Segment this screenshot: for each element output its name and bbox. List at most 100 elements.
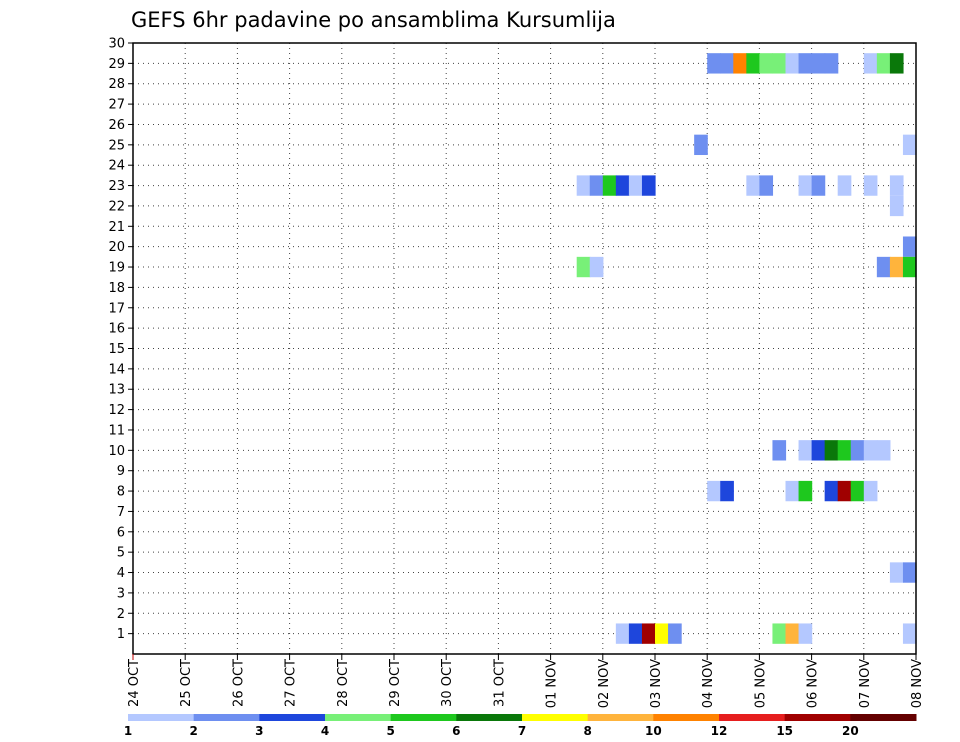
legend-swatch (587, 714, 654, 721)
y-tick-label: 28 (108, 77, 125, 92)
x-tick-label: 03 NOV (649, 659, 664, 708)
y-tick-label: 9 (117, 464, 125, 479)
heatmap-cell (785, 480, 800, 502)
y-tick-label: 20 (108, 240, 125, 255)
heatmap-cell (811, 175, 826, 196)
x-tick-label: 24 OCT (127, 659, 142, 707)
heatmap-cell (798, 623, 813, 644)
heatmap-cell (772, 53, 787, 74)
legend-label: 3 (255, 724, 263, 738)
heatmap-cell (902, 256, 917, 278)
heatmap-cell (889, 53, 904, 74)
heatmap-cell (798, 175, 813, 196)
y-tick-label: 4 (117, 566, 125, 581)
heatmap-cell (733, 53, 747, 74)
heatmap-cell (628, 623, 643, 644)
y-tick-label: 1 (117, 627, 125, 642)
heatmap-cell (772, 623, 787, 644)
y-tick-label: 6 (117, 525, 125, 540)
heatmap-cell (811, 440, 826, 461)
heatmap-cell (615, 623, 630, 644)
y-tick-label: 11 (108, 423, 125, 438)
y-tick-label: 21 (108, 220, 125, 235)
x-tick-label: 07 NOV (858, 659, 873, 708)
x-tick-label: 31 OCT (492, 659, 507, 707)
legend-swatch (784, 714, 851, 721)
legend-label: 1 (124, 724, 132, 738)
heatmap-cell (746, 53, 760, 74)
y-tick-label: 13 (108, 383, 125, 398)
heatmap-cell (850, 440, 865, 461)
heatmap-cell (641, 623, 656, 644)
y-tick-label: 24 (108, 159, 125, 174)
heatmap-cell (889, 256, 904, 278)
x-axis: 24 OCT 25 OCT 26 OCT 27 OCT 28 OCT 29 OCT 30 O… (127, 654, 925, 708)
legend-label: 2 (189, 724, 197, 738)
heatmap-cell (902, 623, 917, 644)
y-tick-label: 14 (108, 362, 125, 377)
y-axis: 1234567891011121314151617181920212223242… (108, 37, 133, 642)
y-tick-label: 12 (108, 403, 125, 418)
heatmap-cell (772, 440, 787, 461)
heatmap-cell (641, 175, 656, 196)
heatmap-cell (589, 175, 604, 196)
heatmap-cell (876, 53, 891, 74)
heatmap-cell (615, 175, 630, 196)
heatmap-cells (576, 53, 917, 644)
heatmap-cell (707, 480, 721, 502)
y-tick-label: 26 (108, 118, 125, 133)
legend-label: 6 (452, 724, 460, 738)
heatmap-cell (694, 134, 708, 156)
x-tick-label: 26 OCT (231, 659, 246, 707)
x-tick-label: 28 OCT (336, 659, 351, 707)
x-tick-label: 01 NOV (545, 659, 560, 708)
heatmap-cell (863, 480, 878, 502)
heatmap-cell (889, 562, 904, 583)
x-tick-label: 02 NOV (597, 659, 612, 708)
heatmap-cell (824, 480, 839, 502)
heatmap-cell (785, 53, 800, 74)
x-tick-label: 30 OCT (440, 659, 455, 707)
legend-label: 15 (776, 724, 793, 738)
heatmap-cell (876, 256, 891, 278)
y-tick-label: 15 (108, 342, 125, 357)
legend-swatch (456, 714, 523, 721)
heatmap-cell (824, 440, 839, 461)
heatmap-cell (576, 256, 591, 278)
legend-label: 7 (518, 724, 526, 738)
heatmap-cell (863, 440, 878, 461)
heatmap-cell (876, 440, 891, 461)
legend-swatch (193, 714, 260, 721)
legend-swatch (522, 714, 589, 721)
heatmap-cell (889, 175, 904, 196)
legend-swatch (653, 714, 720, 721)
legend-swatch (719, 714, 786, 721)
chart-title: GEFS 6hr padavine po ansamblima Kursumli… (131, 8, 616, 32)
legend-swatch (325, 714, 392, 721)
legend-label: 8 (583, 724, 591, 738)
y-tick-label: 29 (108, 57, 125, 72)
heatmap-cell (576, 175, 591, 196)
y-tick-label: 17 (108, 301, 125, 316)
y-tick-label: 30 (108, 37, 125, 52)
heatmap-cell (720, 53, 734, 74)
legend-label: 5 (386, 724, 394, 738)
heatmap-cell (602, 175, 617, 196)
legend-swatch (128, 714, 195, 721)
heatmap-cell (837, 440, 852, 461)
color-legend: 1 2 3 4 5 6 7 8 10 12 15 20 (124, 714, 917, 738)
heatmap-cell (668, 623, 682, 644)
y-tick-label: 8 (117, 485, 125, 500)
x-tick-label: 27 OCT (284, 659, 299, 707)
heatmap-cell (785, 623, 800, 644)
legend-swatch (390, 714, 457, 721)
heatmap-cell (589, 256, 604, 278)
legend-swatch (850, 714, 917, 721)
y-tick-label: 5 (117, 546, 125, 561)
heatmap-cell (746, 175, 760, 196)
x-tick-label: 25 OCT (179, 659, 194, 707)
x-tick-label: 05 NOV (753, 659, 768, 708)
heatmap-cell (902, 236, 917, 257)
legend-label: 4 (321, 724, 329, 738)
heatmap-cell (655, 623, 669, 644)
